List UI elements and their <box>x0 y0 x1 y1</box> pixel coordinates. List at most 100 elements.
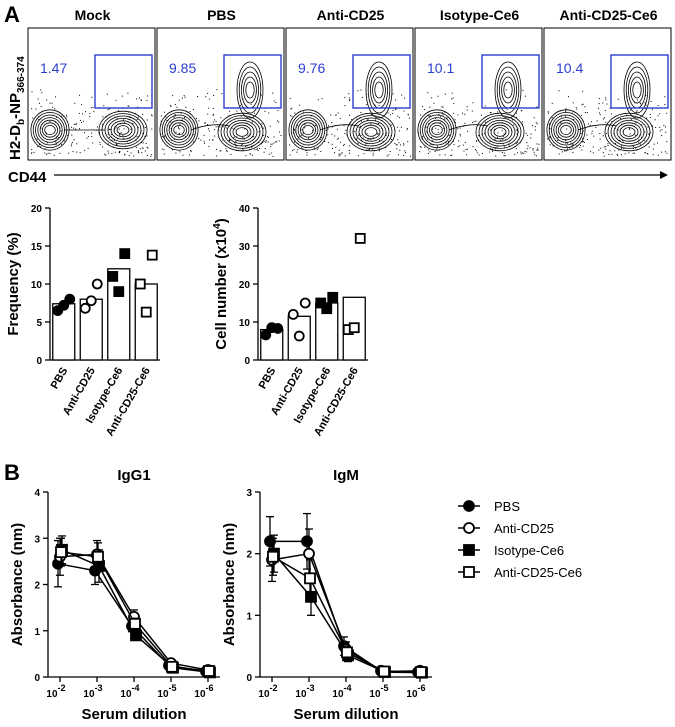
flow-dot <box>128 105 130 107</box>
contour-right <box>113 122 133 138</box>
flow-dot <box>234 142 236 144</box>
flow-dot <box>362 137 364 139</box>
flow-dot <box>141 147 143 149</box>
flow-dot <box>214 135 216 137</box>
flow-dot <box>529 147 531 149</box>
flow-dot <box>244 128 246 130</box>
flow-dot <box>81 113 83 115</box>
flow-dot <box>646 153 648 155</box>
flow-dot <box>265 141 267 143</box>
flow-dot <box>444 154 446 156</box>
contour-upper <box>494 61 522 119</box>
flow-dot <box>124 153 126 155</box>
flow-dot <box>443 127 445 129</box>
flow-dot <box>636 110 638 112</box>
flow-dot <box>452 97 454 99</box>
flow-dot <box>652 154 654 156</box>
flow-dot <box>458 140 460 142</box>
flow-dot <box>582 138 584 140</box>
flow-dot <box>207 124 209 126</box>
flow-dot <box>366 119 368 121</box>
flow-dot <box>647 126 649 128</box>
flow-dot <box>117 138 119 140</box>
point-pbs <box>260 329 272 341</box>
contour-left <box>302 125 314 136</box>
flow-dot <box>614 142 616 144</box>
flow-dot <box>51 102 53 104</box>
flow-dot <box>394 142 396 144</box>
flow-dot <box>396 144 398 146</box>
legend-marker <box>463 566 475 578</box>
contour-right <box>229 122 255 142</box>
flow-dot <box>503 133 505 135</box>
x-tick-exp: -5 <box>169 683 177 693</box>
flow-dot <box>345 129 347 131</box>
contour-right <box>352 117 390 147</box>
flow-dot <box>338 155 340 157</box>
flow-dot <box>328 125 330 127</box>
flow-dot <box>348 97 350 99</box>
flow-dot <box>258 131 260 133</box>
flow-dot <box>660 151 662 153</box>
flow-dot <box>522 123 524 125</box>
y-axis-label-text: Frequency (%) <box>5 232 22 335</box>
flow-dot <box>92 107 94 109</box>
flow-dot <box>419 151 421 153</box>
flow-dot <box>118 128 120 130</box>
flow-dot <box>495 155 497 157</box>
flow-dot <box>552 145 554 147</box>
flow-dot <box>573 136 575 138</box>
flow-dot <box>573 119 575 121</box>
bar-isotype-ce6 <box>107 268 131 361</box>
flow-dot <box>178 133 180 135</box>
data-point <box>92 550 104 563</box>
flow-dot <box>597 107 599 109</box>
flow-dot <box>620 145 622 147</box>
flow-dot <box>336 128 338 130</box>
y-tick-label: 10 <box>31 280 43 291</box>
contour-left <box>164 114 194 146</box>
flow-dot <box>137 150 139 152</box>
flow-dot <box>360 120 362 122</box>
contour-bridge <box>190 124 231 131</box>
flow-dot <box>174 115 176 117</box>
flow-dot <box>372 152 374 154</box>
flow-dot <box>533 117 535 119</box>
flow-dot <box>407 114 409 116</box>
flow-dot <box>105 154 107 156</box>
x-tick-label: 10-6 <box>406 683 425 700</box>
flow-dot <box>367 139 369 141</box>
flow-dot <box>138 151 140 153</box>
flow-dot <box>474 149 476 151</box>
point-pbs <box>58 299 70 311</box>
bar-anti-cd25-ce6 <box>134 283 158 361</box>
flow-dot <box>389 151 391 153</box>
flow-dot <box>489 112 491 114</box>
point-anti-cd25 <box>79 302 91 314</box>
flow-dot <box>624 153 626 155</box>
flow-dot <box>536 143 538 145</box>
flow-dot <box>141 141 143 143</box>
y-tick-label: 1 <box>246 611 252 622</box>
flow-dot <box>535 155 537 157</box>
contour-right <box>478 115 522 149</box>
contour-upper <box>503 81 513 99</box>
flow-dot <box>332 147 334 149</box>
contour-right <box>349 115 393 149</box>
flow-dot <box>331 143 333 145</box>
flow-dot <box>606 103 608 105</box>
flow-dot <box>401 94 403 96</box>
flow-dot <box>337 137 339 139</box>
flow-dot <box>484 105 486 107</box>
flow-dot <box>89 112 91 114</box>
flow-dot <box>395 144 397 146</box>
flow-dot <box>502 143 504 145</box>
flow-dot <box>526 142 528 144</box>
flow-dot <box>629 128 631 130</box>
flow-dot <box>599 112 601 114</box>
flow-dot <box>190 151 192 153</box>
flow-dot <box>212 139 214 141</box>
flow-dot <box>502 139 504 141</box>
flow-dot <box>346 134 348 136</box>
flow-dot <box>618 149 620 151</box>
